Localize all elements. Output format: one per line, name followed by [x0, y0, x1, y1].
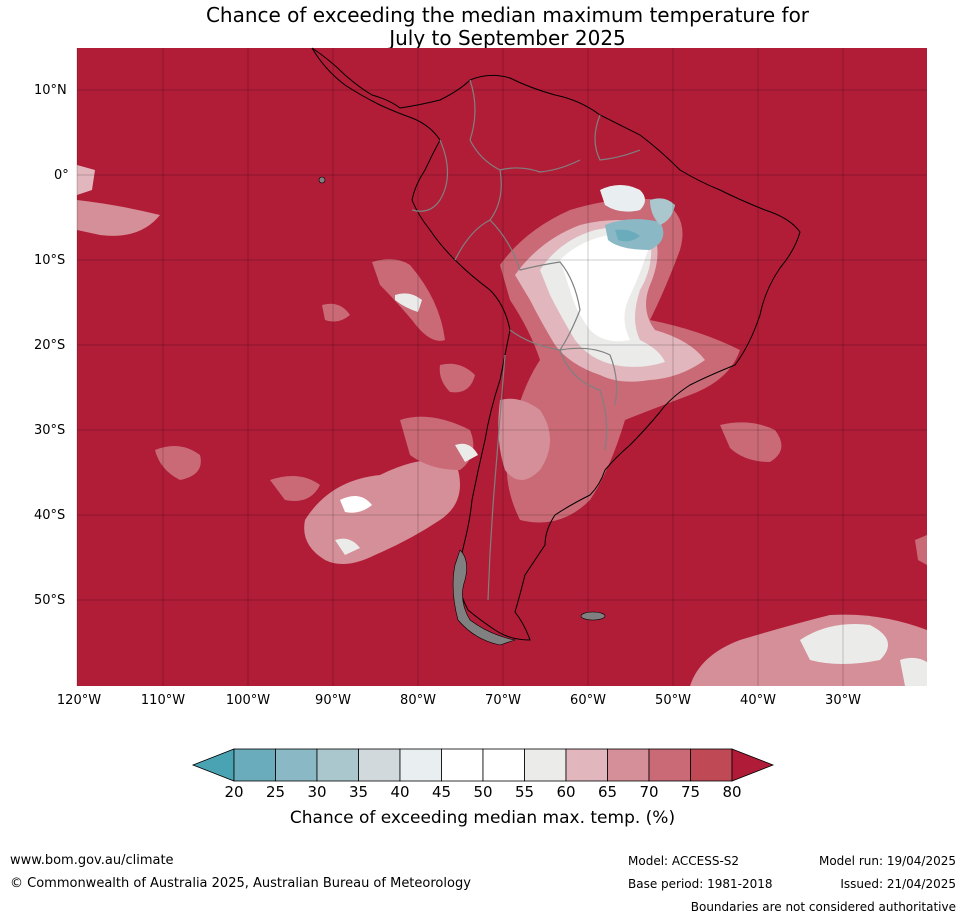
- colorbar-bin-75-80: [690, 748, 733, 782]
- colorbar-tick-20: 20: [224, 783, 244, 801]
- continent-patch-20: [615, 229, 640, 242]
- pacific-patch-7: [270, 476, 320, 501]
- graticule: [76, 48, 927, 686]
- atlantic-patch-3: [915, 535, 927, 565]
- colorbar-tick-50: 50: [473, 783, 493, 801]
- colorbar-over: [731, 748, 775, 782]
- islands: [318, 176, 606, 646]
- colorbar-bin-45-50: [441, 748, 484, 782]
- colorbar-bin-25-30: [275, 748, 318, 782]
- map-background: [77, 48, 927, 686]
- colorbar-bin-50-55: [482, 748, 525, 782]
- colorbar-tick-35: 35: [348, 783, 369, 801]
- colorbar-under: [191, 748, 235, 782]
- colorbar-bin-55-60: [524, 748, 567, 782]
- continent-patch-40: [600, 185, 645, 212]
- colorbar-tick-45: 45: [431, 783, 452, 801]
- title-line-1: Chance of exceeding the median maximum t…: [205, 3, 810, 27]
- continent-patch-30: [650, 198, 675, 225]
- copyright-text: © Commonwealth of Australia 2025, Austra…: [10, 876, 471, 891]
- lon-label-60w: 60°W: [570, 693, 606, 708]
- pacific-patch-8: [304, 459, 460, 564]
- pacific-patch-5: [439, 363, 475, 393]
- colorbar-tick-75: 75: [680, 783, 701, 801]
- lon-label-30w: 30°W: [825, 693, 861, 708]
- pacific-patch-6: [155, 446, 201, 480]
- colorbar-label: Chance of exceeding median max. temp. (%…: [289, 808, 676, 828]
- atlantic-patch-2: [720, 422, 782, 462]
- lat-label-30s: 30°S: [34, 423, 66, 438]
- colorbar-bin-20-25: [233, 748, 276, 782]
- website-link[interactable]: www.bom.gov.au/climate: [10, 853, 174, 868]
- disclaimer-text: Boundaries are not considered authoritat…: [690, 900, 956, 914]
- lon-label-120w: 120°W: [56, 693, 102, 708]
- colorbar-tick-60: 60: [556, 783, 576, 801]
- model-run-text: Model run: 19/04/2025: [818, 854, 956, 868]
- south-america-coastline: [311, 47, 801, 641]
- lon-label-50w: 50°W: [655, 693, 691, 708]
- colorbar-tick-40: 40: [390, 783, 410, 801]
- colorbar-bin-35-40: [358, 748, 401, 782]
- pacific-patch-3: [395, 293, 422, 312]
- pacific-patch-9: [400, 416, 474, 470]
- colorbar-tick-65: 65: [597, 783, 618, 801]
- pacific-patch: [77, 200, 160, 236]
- colorbar-bin-65-70: [607, 748, 650, 782]
- colorbar-bin-40-45: [399, 748, 442, 782]
- colorbar: [191, 748, 775, 782]
- country-borders: [411, 79, 641, 601]
- lat-label-50s: 50°S: [34, 593, 66, 608]
- colorbar-bin-30-35: [316, 748, 359, 782]
- colorbar-bin-60-65: [565, 748, 608, 782]
- lat-label-20s: 20°S: [34, 338, 66, 353]
- lat-label-10s: 10°S: [34, 253, 66, 268]
- lat-label-40s: 40°S: [34, 508, 66, 523]
- pacific-white-1: [340, 496, 372, 513]
- colorbar-bin-70-75: [648, 748, 691, 782]
- lon-label-90w: 90°W: [315, 693, 351, 708]
- lon-label-40w: 40°W: [740, 693, 776, 708]
- lat-label-10n: 10°N: [34, 83, 67, 98]
- pacific-white-3: [455, 443, 478, 462]
- lon-label-70w: 70°W: [485, 693, 521, 708]
- colorbar-tick-30: 30: [307, 783, 327, 801]
- atlantic-white-1: [800, 624, 888, 664]
- lon-label-80w: 80°W: [400, 693, 436, 708]
- colorbar-tick-70: 70: [639, 783, 659, 801]
- pacific-patch-small: [77, 165, 95, 195]
- continent-patch-50: [560, 234, 648, 342]
- continent-patch-65: [498, 398, 550, 480]
- pacific-patch-4: [322, 303, 350, 322]
- base-period-text: Base period: 1981-2018: [628, 877, 773, 891]
- map-title: Chance of exceeding the median maximum t…: [0, 4, 965, 50]
- atlantic-white-2: [900, 657, 927, 686]
- pacific-white-2: [335, 538, 360, 555]
- issued-text: Issued: 21/04/2025: [840, 877, 956, 891]
- colorbar-tick-25: 25: [265, 783, 286, 801]
- probability-shading: [77, 165, 927, 686]
- lon-label-100w: 100°W: [225, 693, 271, 708]
- lon-label-110w: 110°W: [140, 693, 186, 708]
- colorbar-tick-80: 80: [722, 783, 742, 801]
- model-text: Model: ACCESS-S2: [628, 854, 740, 868]
- colorbar-tick-55: 55: [514, 783, 535, 801]
- lat-label-0: 0°: [54, 168, 69, 183]
- title-line-2: July to September 2025: [389, 26, 626, 50]
